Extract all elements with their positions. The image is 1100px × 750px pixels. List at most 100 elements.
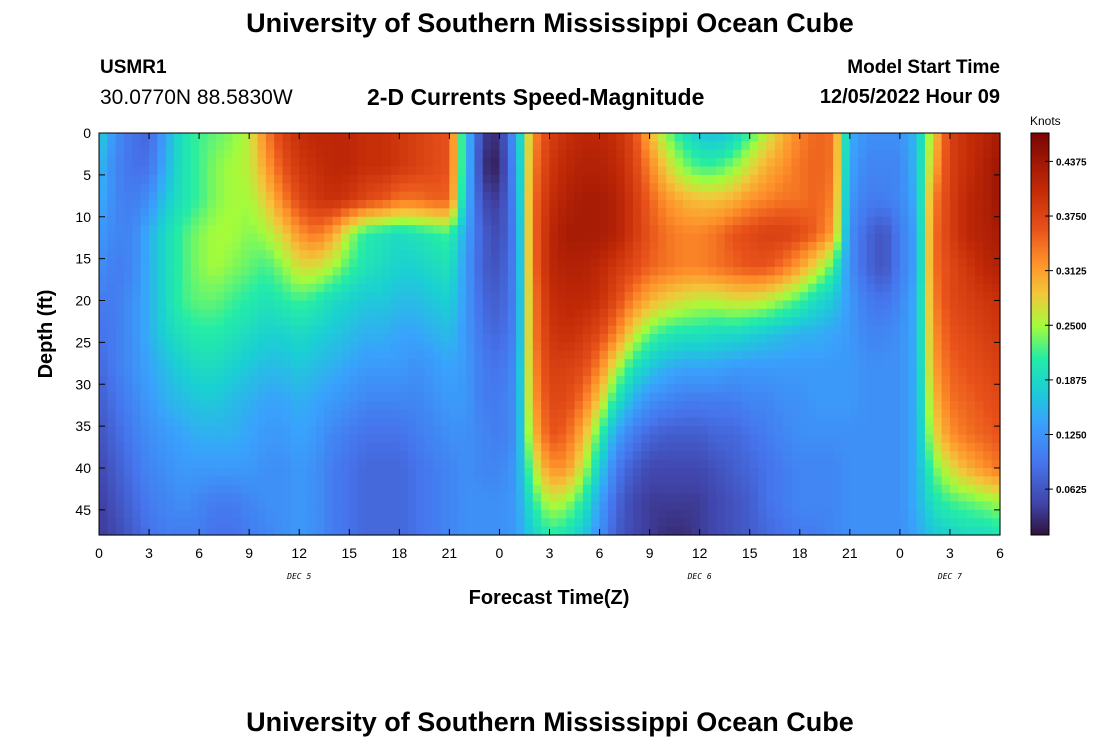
- heatmap-cell: [407, 484, 417, 494]
- heatmap-cell: [916, 317, 926, 327]
- heatmap-cell: [933, 409, 943, 419]
- heatmap-cell: [357, 334, 367, 343]
- heatmap-cell: [407, 468, 417, 477]
- heatmap-cell: [174, 233, 184, 243]
- heatmap-cell: [524, 191, 534, 201]
- heatmap-cell: [232, 459, 242, 469]
- heatmap-cell: [991, 174, 1001, 184]
- heatmap-cell: [783, 459, 793, 469]
- heatmap-cell: [249, 133, 259, 142]
- heatmap-cell: [682, 350, 692, 360]
- heatmap-cell: [941, 174, 951, 184]
- heatmap-cell: [190, 149, 200, 159]
- heatmap-cell: [115, 384, 125, 394]
- heatmap-cell: [791, 459, 801, 469]
- heatmap-cell: [566, 174, 576, 184]
- heatmap-cell: [933, 250, 943, 260]
- heatmap-cell: [891, 493, 901, 503]
- heatmap-cell: [891, 392, 901, 402]
- heatmap-cell: [232, 509, 242, 519]
- heatmap-cell: [974, 451, 984, 461]
- heatmap-cell: [632, 208, 642, 218]
- heatmap-cell: [899, 468, 909, 477]
- heatmap-cell: [891, 501, 901, 511]
- heatmap-cell: [949, 350, 959, 360]
- heatmap-cell: [791, 334, 801, 343]
- heatmap-cell: [824, 325, 834, 335]
- heatmap-cell: [174, 367, 184, 377]
- heatmap-cell: [315, 442, 325, 452]
- heatmap-cell: [899, 426, 909, 436]
- heatmap-cell: [632, 166, 642, 176]
- heatmap-cell: [207, 225, 217, 235]
- heatmap-cell: [190, 451, 200, 461]
- heatmap-cell: [157, 518, 167, 528]
- heatmap-cell: [482, 216, 492, 226]
- heatmap-cell: [107, 401, 117, 410]
- heatmap-cell: [182, 384, 192, 394]
- heatmap-cell: [874, 149, 884, 159]
- heatmap-cell: [541, 191, 551, 201]
- heatmap-cell: [766, 267, 776, 276]
- heatmap-cell: [908, 317, 918, 327]
- heatmap-cell: [407, 133, 417, 142]
- heatmap-cell: [849, 141, 859, 151]
- heatmap-cell: [507, 493, 517, 503]
- heatmap-cell: [849, 283, 859, 293]
- heatmap-cell: [532, 367, 542, 377]
- heatmap-cell: [432, 334, 442, 343]
- heatmap-cell: [532, 384, 542, 394]
- heatmap-cell: [340, 191, 350, 201]
- heatmap-cell: [215, 350, 225, 360]
- heatmap-cell: [491, 225, 501, 235]
- heatmap-cell: [549, 367, 559, 377]
- heatmap-cell: [591, 451, 601, 461]
- heatmap-cell: [457, 191, 467, 201]
- heatmap-cell: [424, 417, 434, 427]
- heatmap-cell: [858, 484, 868, 494]
- heatmap-cell: [741, 451, 751, 461]
- heatmap-cell: [332, 233, 342, 243]
- heatmap-cell: [883, 200, 893, 209]
- heatmap-cell: [858, 191, 868, 201]
- heatmap-cell: [708, 283, 717, 293]
- heatmap-cell: [674, 451, 684, 461]
- heatmap-cell: [416, 367, 425, 377]
- heatmap-cell: [174, 409, 184, 419]
- heatmap-cell: [733, 158, 742, 168]
- heatmap-cell: [833, 225, 843, 235]
- heatmap-cell: [799, 375, 809, 385]
- heatmap-cell: [933, 401, 943, 410]
- heatmap-cell: [424, 200, 434, 209]
- heatmap-cell: [758, 133, 767, 142]
- heatmap-cell: [741, 468, 751, 477]
- heatmap-cell: [566, 367, 576, 377]
- heatmap-cell: [799, 141, 809, 151]
- heatmap-cell: [324, 384, 334, 394]
- heatmap-cell: [799, 401, 809, 410]
- heatmap-cell: [140, 518, 150, 528]
- heatmap-cell: [115, 208, 125, 218]
- heatmap-cell: [282, 174, 292, 184]
- heatmap-cell: [682, 375, 692, 385]
- heatmap-cell: [566, 241, 576, 251]
- heatmap-cell: [190, 183, 200, 193]
- heatmap-cell: [157, 250, 167, 260]
- heatmap-cell: [574, 250, 584, 260]
- heatmap-cell: [983, 166, 993, 176]
- heatmap-cell: [474, 267, 484, 276]
- heatmap-cell: [557, 300, 567, 310]
- heatmap-cell: [449, 325, 459, 335]
- heatmap-cell: [532, 342, 542, 352]
- heatmap-cell: [157, 308, 167, 318]
- heatmap-cell: [708, 141, 717, 151]
- heatmap-cell: [974, 409, 984, 419]
- heatmap-cell: [257, 417, 267, 427]
- heatmap-cell: [849, 501, 859, 511]
- heatmap-cell: [791, 401, 801, 410]
- heatmap-cell: [682, 392, 692, 402]
- heatmap-cell: [449, 292, 459, 302]
- heatmap-cell: [699, 484, 709, 494]
- heatmap-cell: [441, 133, 450, 142]
- heatmap-cell: [799, 158, 809, 168]
